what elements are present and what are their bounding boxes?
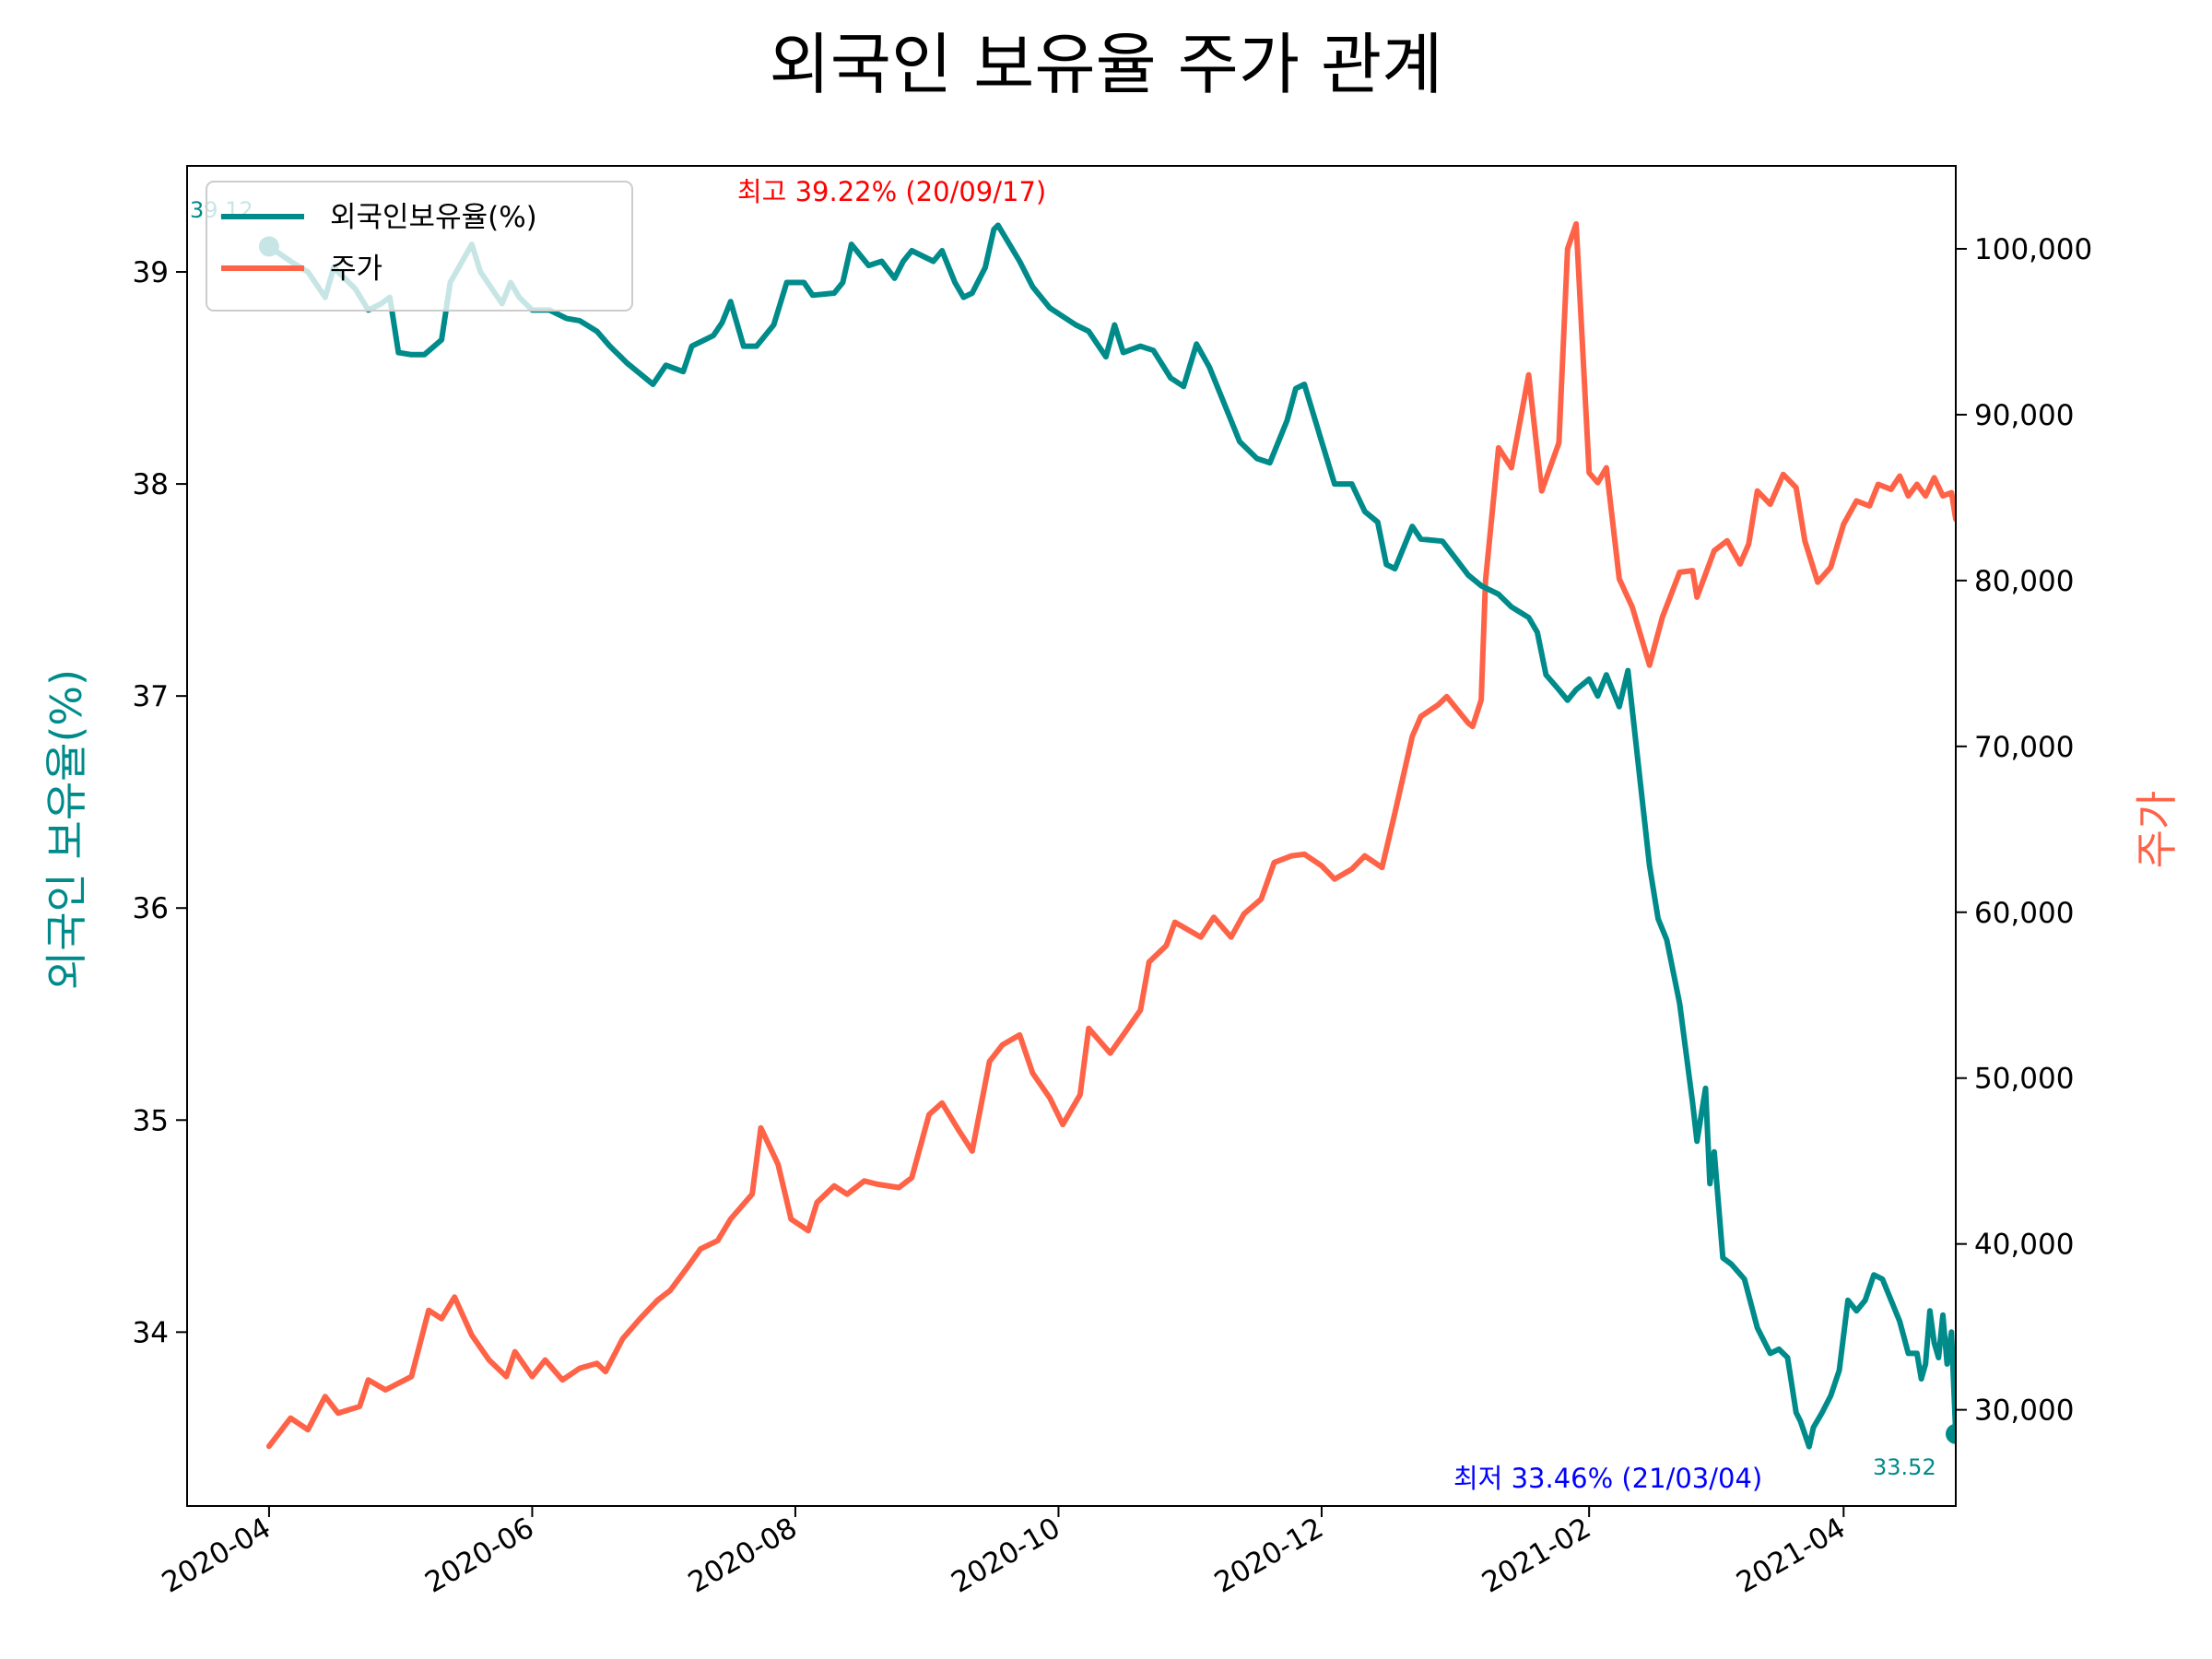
right-tick-label: 80,000 <box>1974 565 2074 598</box>
right-tick-label: 70,000 <box>1974 731 2074 764</box>
left-tick-label: 36 <box>133 892 169 925</box>
plot-frame <box>186 165 1957 1507</box>
max-annotation: 최고 39.22% (20/09/17) <box>737 176 1046 207</box>
left-tick-label: 38 <box>133 468 169 501</box>
legend: 외국인보유율(%) 주가 <box>206 181 633 312</box>
right-tick-label: 30,000 <box>1974 1394 2074 1428</box>
legend-box <box>206 181 633 312</box>
right-tick-label: 40,000 <box>1974 1229 2074 1262</box>
end-marker <box>1946 1423 1956 1444</box>
left-tick-label: 35 <box>133 1104 169 1137</box>
right-tick-label: 100,000 <box>1974 233 2092 266</box>
left-tick-label: 34 <box>133 1316 169 1349</box>
right-axis-ticks: 30,000 40,000 50,000 60,000 70,000 80,000 90,0… <box>1956 233 2092 1428</box>
axes-layer <box>186 165 1957 1507</box>
left-axis-ticks: 34 35 36 37 38 39 <box>133 256 187 1349</box>
series-line-foreign-ratio <box>265 222 1956 1450</box>
left-tick-label: 37 <box>133 680 169 713</box>
x-tick-label: 2020-12 <box>1209 1512 1329 1600</box>
y-right-label: 주가 <box>2132 791 2182 869</box>
x-tick-label: 2021-02 <box>1477 1512 1596 1600</box>
min-annotation: 최저 33.46% (21/03/04) <box>1453 1463 1762 1494</box>
annotations: 최고 39.22% (20/09/17) 최저 33.46% (21/03/04… <box>190 176 1936 1494</box>
chart-title: 외국인 보유율 주가 관계 <box>769 26 1442 103</box>
x-tick-label: 2020-08 <box>683 1512 803 1600</box>
end-value-label: 33.52 <box>1873 1454 1936 1480</box>
x-tick-label: 2020-06 <box>419 1512 539 1600</box>
series-line-price <box>265 221 1956 1450</box>
x-tick-label: 2020-04 <box>157 1512 276 1600</box>
x-axis-ticks: 2020-04 2020-06 2020-08 2020-10 2020-12 2021-… <box>157 1506 1851 1600</box>
y-left-label: 외국인 보유율(%) <box>41 669 91 990</box>
right-tick-label: 60,000 <box>1974 897 2074 930</box>
x-tick-label: 2020-10 <box>946 1512 1065 1600</box>
x-tick-label: 2021-04 <box>1731 1512 1851 1600</box>
right-tick-label: 50,000 <box>1974 1063 2074 1096</box>
legend-label-price: 주가 <box>330 253 382 286</box>
lines-layer <box>258 221 1956 1450</box>
left-tick-label: 39 <box>133 256 169 289</box>
right-tick-label: 90,000 <box>1974 399 2074 432</box>
legend-label-foreign: 외국인보유율(%) <box>330 201 537 234</box>
